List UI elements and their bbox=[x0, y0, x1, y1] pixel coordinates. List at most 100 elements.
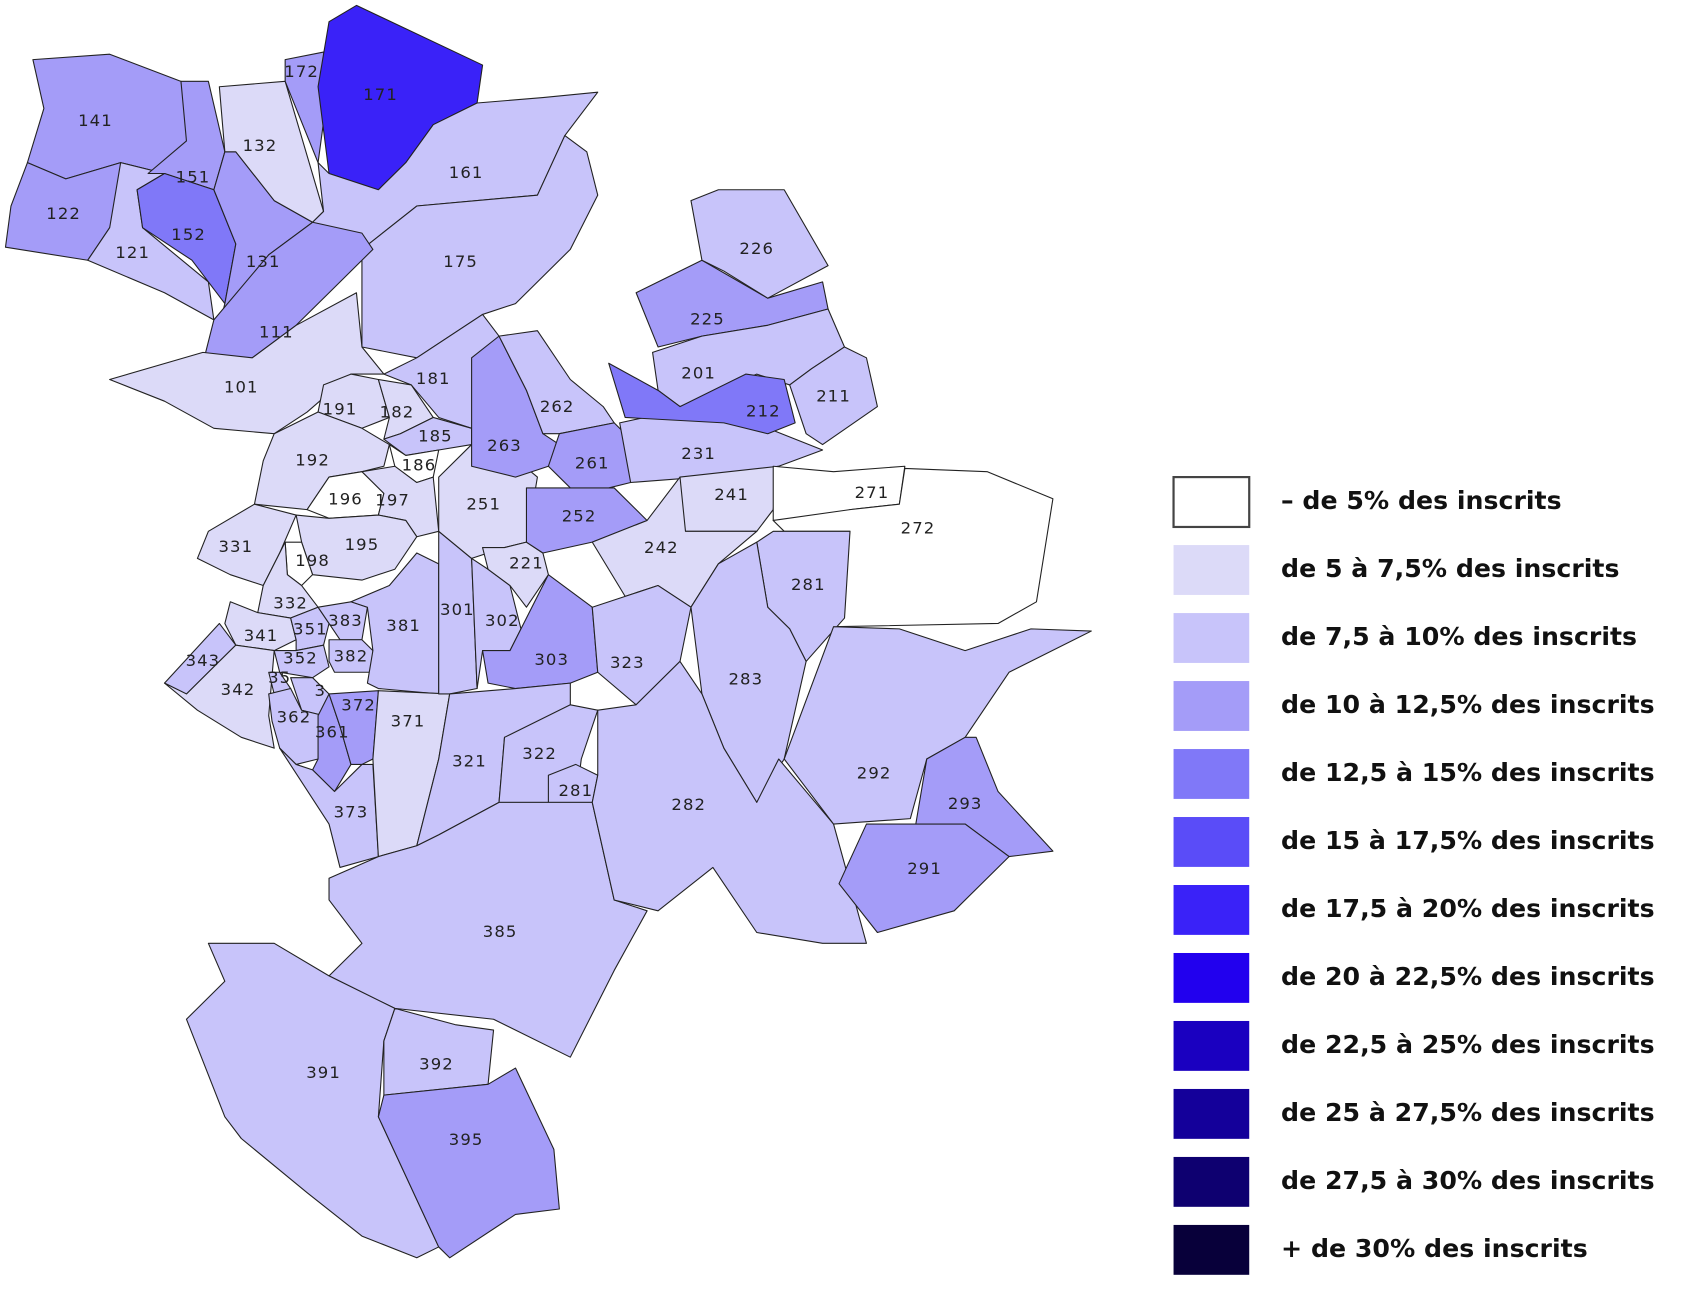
region-label: 242 bbox=[644, 538, 679, 557]
region-label: 225 bbox=[690, 309, 725, 328]
region-label: 251 bbox=[466, 495, 501, 514]
region-label: 151 bbox=[176, 167, 211, 186]
region-label: 182 bbox=[380, 403, 415, 422]
legend-swatch bbox=[1173, 952, 1250, 1003]
legend-label: de 17,5 à 20% des inscrits bbox=[1281, 894, 1655, 923]
region-label: 191 bbox=[323, 399, 358, 418]
region-label: 197 bbox=[375, 491, 410, 510]
region-label: 211 bbox=[816, 386, 851, 405]
region-label: 371 bbox=[391, 712, 426, 731]
legend-label: de 15 à 17,5% des inscrits bbox=[1281, 826, 1655, 855]
legend-swatch bbox=[1173, 885, 1250, 935]
legend-swatch bbox=[1173, 1088, 1250, 1139]
region bbox=[361, 134, 599, 359]
region-label: 185 bbox=[418, 427, 453, 446]
region-label: 195 bbox=[345, 535, 380, 554]
legend-label: de 27,5 à 30% des inscrits bbox=[1281, 1166, 1655, 1195]
region-label: 111 bbox=[259, 322, 294, 341]
regions bbox=[4, 4, 1092, 1259]
region-label: 231 bbox=[681, 444, 716, 463]
region bbox=[383, 1007, 495, 1096]
legend-swatch bbox=[1173, 1224, 1250, 1275]
region-label: 361 bbox=[315, 723, 350, 742]
legend-swatch bbox=[1173, 545, 1250, 595]
legend-swatch bbox=[1173, 817, 1250, 867]
region-label: 385 bbox=[483, 922, 518, 941]
region-label: 283 bbox=[728, 669, 763, 688]
region-label: 282 bbox=[671, 795, 706, 814]
region-label: 293 bbox=[948, 794, 983, 813]
region-label: 302 bbox=[485, 611, 520, 630]
region-label: 381 bbox=[386, 616, 421, 635]
region-label: 241 bbox=[714, 485, 749, 504]
legend-label: + de 30% des inscrits bbox=[1281, 1234, 1588, 1263]
region-label: 342 bbox=[221, 680, 256, 699]
region bbox=[361, 465, 440, 538]
legend-label: de 10 à 12,5% des inscrits bbox=[1281, 690, 1655, 719]
region-label: 383 bbox=[328, 611, 363, 630]
legend-swatch bbox=[1173, 681, 1250, 731]
region-label: 281 bbox=[558, 781, 593, 800]
region-labels: 141 122 121 151 152 131 132 172 171 161 175 111 101 1… bbox=[46, 62, 983, 1149]
legend-label: de 7,5 à 10% des inscrits bbox=[1281, 622, 1637, 651]
region-label: 373 bbox=[334, 803, 369, 822]
region-label: 196 bbox=[328, 489, 363, 508]
region-label: 186 bbox=[402, 456, 437, 475]
region-label: 303 bbox=[534, 650, 569, 669]
region bbox=[328, 801, 648, 1058]
region-label: 201 bbox=[681, 364, 716, 383]
legend-swatch bbox=[1173, 1020, 1250, 1071]
region-label: 343 bbox=[186, 651, 221, 670]
region bbox=[185, 942, 440, 1259]
legend-swatch bbox=[1173, 749, 1250, 799]
legend-label: de 22,5 à 25% des inscrits bbox=[1281, 1030, 1655, 1059]
region-label: 261 bbox=[575, 454, 610, 473]
legend-label: de 12,5 à 15% des inscrits bbox=[1281, 758, 1655, 787]
region-label: 272 bbox=[901, 519, 936, 538]
region-label: 352 bbox=[283, 649, 318, 668]
region-label: 172 bbox=[284, 62, 319, 81]
region-label: 332 bbox=[273, 594, 308, 613]
region-label: 192 bbox=[295, 450, 330, 469]
region-label: 351 bbox=[293, 620, 328, 639]
region bbox=[482, 541, 549, 608]
legend: – de 5% des inscrits de 5 à 7,5% des insc… bbox=[1172, 476, 1655, 1275]
region-label: 101 bbox=[224, 378, 259, 397]
region-label: 121 bbox=[115, 243, 150, 262]
region bbox=[202, 221, 374, 364]
region-label: 323 bbox=[610, 653, 645, 672]
region-label: 372 bbox=[341, 695, 376, 714]
legend-swatch bbox=[1173, 1156, 1250, 1207]
legend-label: de 25 à 27,5% des inscrits bbox=[1281, 1098, 1655, 1127]
legend-label: de 5 à 7,5% des inscrits bbox=[1281, 554, 1619, 583]
region bbox=[279, 747, 379, 868]
region bbox=[783, 626, 1092, 825]
region bbox=[218, 80, 325, 223]
region-label: 131 bbox=[246, 252, 281, 271]
region-label: 362 bbox=[277, 707, 312, 726]
region-label: 35 bbox=[268, 668, 291, 687]
legend-label: de 20 à 22,5% des inscrits bbox=[1281, 962, 1655, 991]
legend-label: – de 5% des inscrits bbox=[1281, 486, 1562, 515]
region-label: 141 bbox=[78, 111, 113, 130]
region bbox=[377, 1067, 560, 1259]
region-label: 161 bbox=[449, 163, 484, 182]
region-label: 171 bbox=[363, 85, 398, 104]
region-label: 281 bbox=[791, 575, 826, 594]
region-label: 262 bbox=[540, 397, 575, 416]
region-label: 122 bbox=[46, 204, 81, 223]
region-label: 321 bbox=[452, 752, 487, 771]
region-label: 291 bbox=[907, 859, 942, 878]
region bbox=[591, 660, 867, 944]
region-label: 341 bbox=[244, 626, 279, 645]
region-label: 252 bbox=[562, 507, 597, 526]
legend-swatch bbox=[1173, 613, 1250, 663]
region-label: 212 bbox=[746, 402, 781, 421]
region bbox=[690, 189, 829, 299]
region-label: 382 bbox=[334, 647, 369, 666]
region-label: 152 bbox=[171, 225, 206, 244]
region bbox=[789, 346, 878, 446]
region-label: 322 bbox=[522, 744, 557, 763]
